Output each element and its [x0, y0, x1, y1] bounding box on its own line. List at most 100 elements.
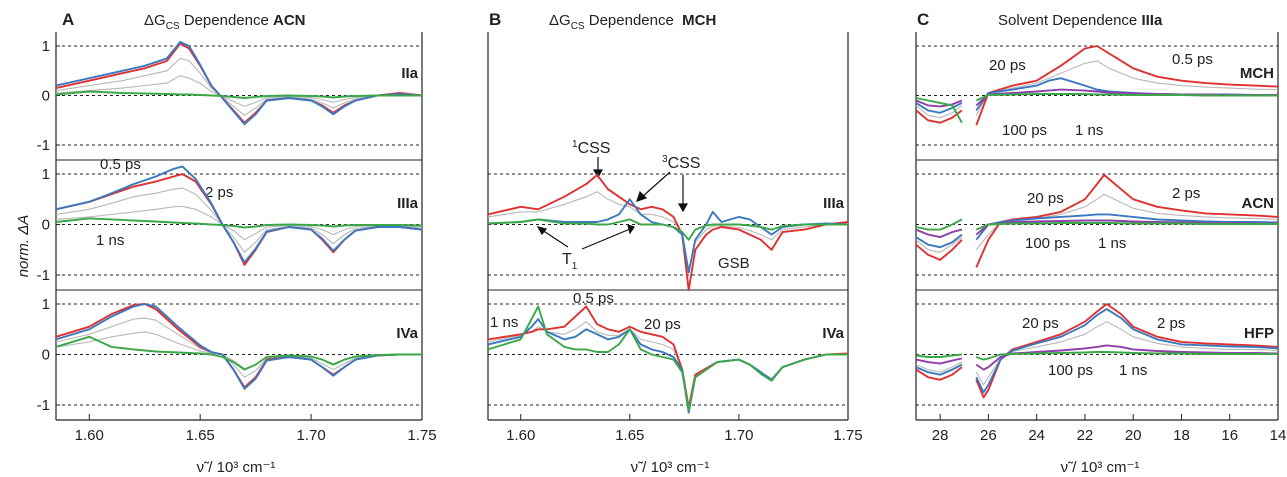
curve-C-HFP-seg0-mid-1 — [915, 363, 963, 376]
anno-b-1css-sup: 1 — [572, 139, 578, 150]
anno-c0-20ps: 20 ps — [989, 57, 1026, 74]
ytick-label-A-1-0: 1 — [42, 166, 50, 183]
anno-b-t1-text: T — [562, 251, 572, 268]
curve-C-MCH-seg0-mid-1 — [915, 102, 963, 114]
panel-title-c: Solvent Dependence IIIa — [998, 12, 1163, 29]
curve-A-IIIa-main-intermediate-2 — [55, 187, 423, 253]
xtick-label-A-1: 1.65 — [186, 427, 215, 444]
curve-B-IVa-main-long-3 — [487, 305, 848, 412]
anno-b-t1-sub: 1 — [572, 261, 578, 272]
curve-B-IVa-main-mid-1 — [487, 318, 848, 414]
curve-C-MCH-seg1-long-4 — [975, 93, 1278, 102]
curve-C-ACN-seg0-late-3 — [915, 228, 963, 239]
y-axis-label: norm. ΔA — [15, 215, 32, 278]
curve-A-IIIa-main-mid-1 — [55, 165, 423, 264]
arrow-3css-left-head — [636, 190, 648, 202]
curve-A-IVa-main-intermediate-2 — [55, 317, 422, 378]
curve-C-HFP-seg1-long-4 — [975, 351, 1278, 361]
curve-A-IIIa-main-intermediate-3 — [55, 205, 423, 241]
panel-letter-c: C — [917, 10, 929, 29]
xtick-label-C-1: 26 — [980, 427, 997, 444]
panel-title-b-rest: Dependence — [585, 12, 683, 29]
x-axis-label-b: ν̃ / 10³ cm⁻¹ — [631, 459, 710, 476]
anno-b-1css-text: CSS — [578, 140, 611, 157]
xtick-label-B-0: 1.60 — [506, 427, 535, 444]
curve-A-IVa-main-long-4 — [55, 335, 422, 371]
curve-C-MCH-seg0-late-3 — [915, 99, 963, 108]
anno-c0-1ns: 1 ns — [1075, 122, 1103, 139]
anno-c1-1ns: 1 ns — [1098, 235, 1126, 252]
curve-C-ACN-seg1-late-3 — [975, 219, 1278, 236]
ytick-label-A-0-2: -1 — [37, 137, 50, 154]
xtick-label-B-2: 1.70 — [724, 427, 753, 444]
anno-c1-100ps: 100 ps — [1025, 235, 1070, 252]
xtick-label-B-3: 1.75 — [833, 427, 862, 444]
anno-b-t1: T1 — [562, 251, 578, 272]
arrow-t1-left — [541, 229, 569, 248]
row-label-a-0: IIa — [401, 65, 418, 82]
anno-b-gsb: GSB — [718, 255, 750, 272]
anno-a-05ps: 0.5 ps — [100, 156, 141, 173]
arrow-t1-right — [581, 228, 631, 250]
curve-A-IIa-main-intermediate-3 — [55, 75, 423, 107]
curve-C-HFP-seg0-intermediate-2 — [915, 361, 963, 373]
xtick-label-A-2: 1.70 — [296, 427, 325, 444]
curve-C-HFP-seg1-late-3 — [975, 344, 1279, 371]
curve-B-IIIa-main-long-3 — [487, 218, 848, 241]
panel-letter-b: B — [489, 10, 501, 29]
curve-A-IIa-main-long-4 — [55, 90, 422, 99]
xtick-label-B-1: 1.65 — [615, 427, 644, 444]
x-axis-label-a: ν̃ / 10³ cm⁻¹ — [197, 459, 276, 476]
xtick-label-C-6: 16 — [1221, 427, 1238, 444]
xtick-label-A-3: 1.75 — [407, 427, 436, 444]
curve-C-ACN-seg0-intermediate-2 — [915, 236, 963, 253]
anno-b-3css-sup: 3 — [662, 154, 668, 165]
ytick-label-A-2-2: -1 — [37, 397, 50, 414]
curve-B-IIIa-main-mid-1 — [487, 198, 849, 274]
ytick-label-A-0-0: 1 — [42, 38, 50, 55]
anno-b-3css: 3CSS — [662, 154, 700, 172]
curve-A-IVa-main-intermediate-3 — [55, 331, 422, 370]
curve-C-MCH-seg0-long-4 — [915, 97, 963, 124]
curve-C-ACN-seg0-early-0 — [915, 239, 963, 261]
anno-b-3css-text: CSS — [668, 155, 701, 172]
curve-A-IVa-main-mid-1 — [55, 303, 422, 390]
anno-c2-20ps: 20 ps — [1022, 315, 1059, 332]
anno-c0-100ps: 100 ps — [1002, 122, 1047, 139]
arrow-t1-right-head — [627, 224, 635, 235]
xtick-label-C-7: 14 — [1270, 427, 1287, 444]
anno-a-1ns: 1 ns — [96, 232, 124, 249]
row-label-a-2: IVa — [396, 325, 418, 342]
curve-C-HFP-seg0-early-0 — [915, 366, 963, 381]
xtick-label-C-3: 22 — [1077, 427, 1094, 444]
curve-C-MCH-seg1-intermediate-2 — [975, 60, 1279, 116]
curve-C-HFP-seg0-long-4 — [915, 353, 962, 358]
curve-A-IIa-main-mid-1 — [55, 41, 423, 126]
curve-C-ACN-seg1-mid-1 — [975, 213, 1279, 241]
ytick-label-A-1-1: 0 — [42, 217, 50, 234]
curve-A-IIIa-main-long-4 — [55, 217, 423, 229]
anno-c2-2ps: 2 ps — [1157, 315, 1185, 332]
arrow-t1-left-head — [536, 226, 548, 236]
xtick-label-C-2: 24 — [1028, 427, 1045, 444]
anno-b-1css: 1CSS — [572, 139, 610, 157]
arrow-3css-left — [641, 171, 671, 198]
curve-C-HFP-seg1-mid-1 — [975, 308, 1279, 394]
row-label-a-1: IIIa — [397, 195, 419, 212]
arrow-3css-right-head — [677, 203, 689, 213]
panel-title-b-sub: CS — [571, 21, 585, 32]
curve-C-ACN-seg0-mid-1 — [915, 233, 963, 249]
anno-c2-100ps: 100 ps — [1048, 362, 1093, 379]
annotation-arrows — [536, 157, 689, 250]
row-label-b-0: IIIa — [823, 195, 845, 212]
curve-A-IIa-main-intermediate-2 — [55, 57, 423, 116]
ytick-label-A-0-1: 0 — [42, 88, 50, 105]
row-label-c-0: MCH — [1240, 65, 1274, 82]
xtick-label-A-0: 1.60 — [75, 427, 104, 444]
curve-C-MCH-seg0-early-0 — [915, 109, 963, 124]
anno-c0-05ps: 0.5 ps — [1172, 51, 1213, 68]
panel-title-a-rest: Dependence — [180, 12, 273, 29]
ytick-label-A-2-1: 0 — [42, 347, 50, 364]
curve-B-IVa-main-intermediate-2 — [487, 321, 849, 409]
